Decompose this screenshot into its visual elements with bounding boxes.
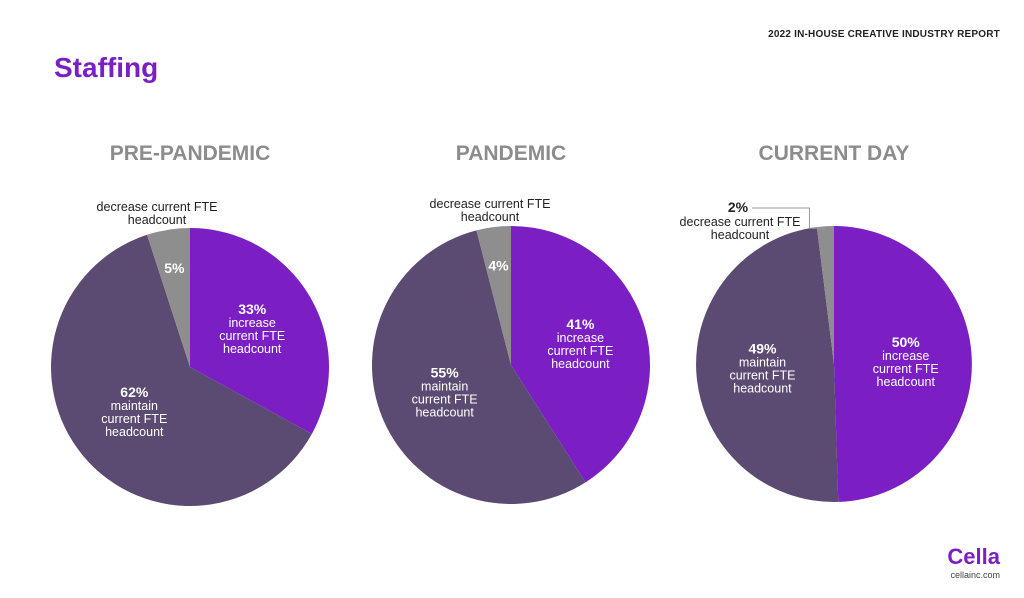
pie-slice [371,230,586,505]
slice-label: 41% increase current FTE headcount [547,316,613,371]
pie-slice [816,226,834,364]
pie-slice [511,226,650,483]
slice-label-line: headcount [223,342,282,356]
slice-label: decrease current FTE headcount [97,200,218,227]
slice-percent: 4% [488,258,509,274]
slice-label-line: decrease current FTE [97,200,218,214]
slice-label-line: headcount [877,375,936,389]
slice-label: decrease current FTE headcount [430,197,551,224]
slice-label-line: headcount [551,357,610,371]
slice-label: 49% maintain current FTE headcount [729,341,795,396]
slice-label: 33% increase current FTE headcount [219,301,285,356]
slice-label: 62% maintain current FTE headcount [101,384,167,439]
slice-label-line: headcount [128,213,187,227]
slice-percent: 55% [431,365,460,381]
slice-percent: 50% [892,334,921,350]
slice-label-line: current FTE [547,344,613,358]
logo-name: Cella [947,544,1000,569]
slice-label-line: current FTE [219,329,285,343]
slice-percent: 5% [164,260,185,276]
pie-slice [190,228,330,434]
slice-label-line: increase [882,349,929,363]
logo-url: cellainc.com [950,570,1000,580]
slice-label-line: current FTE [412,393,478,407]
chart-title: PRE-PANDEMIC [110,142,271,165]
slice-label: 55% maintain current FTE headcount [412,365,478,420]
slice-label-line: current FTE [729,369,795,383]
slice-label-line: maintain [111,399,158,413]
slice-label-line: increase [557,331,604,345]
leader-line [752,207,826,229]
slice-label: 50% increase current FTE headcount [873,334,939,389]
page-title: Staffing [54,52,159,83]
slice-label-line: headcount [461,210,520,224]
pie-slice [696,227,839,502]
slice-label-line: maintain [421,380,468,394]
cella-logo: Cella cellainc.com [947,544,1000,581]
slice-label-line: decrease current FTE [680,215,801,229]
slice-label: decrease current FTE headcount [680,215,801,242]
slice-percent: 33% [238,301,267,317]
chart-title: PANDEMIC [456,142,566,165]
slice-percent: 49% [748,341,777,357]
slice-label-line: headcount [733,382,792,396]
slice-percent: 41% [566,316,595,332]
slice-label-line: current FTE [873,362,939,376]
slice-label-line: maintain [739,356,786,370]
pie-slice [476,226,511,365]
slice-label-line: increase [229,316,276,330]
chart-title: CURRENT DAY [759,142,910,165]
slice-label-line: decrease current FTE [430,197,551,211]
slice-label-line: current FTE [101,412,167,426]
pie-slice [147,228,190,367]
slice-label-line: headcount [711,228,770,242]
slice-percent: 62% [120,384,149,400]
pie-slice [834,226,972,502]
report-title: 2022 IN-HOUSE CREATIVE INDUSTRY REPORT [768,29,1000,40]
pie-slice [51,234,312,506]
slice-label-line: headcount [105,425,164,439]
slice-label-line: headcount [415,406,474,420]
slice-percent: 2% [728,199,749,215]
